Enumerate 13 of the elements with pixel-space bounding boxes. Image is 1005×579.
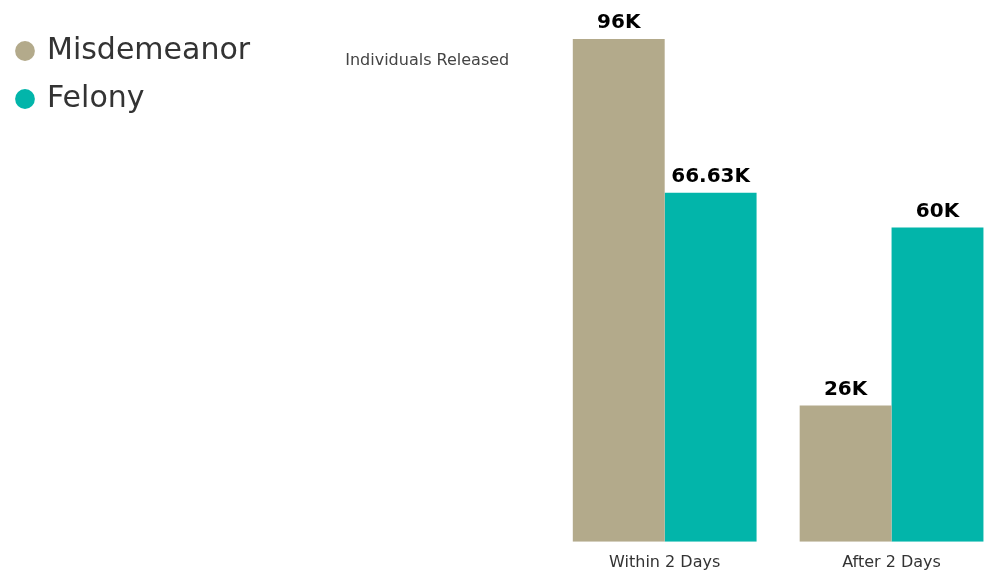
data-label: 66.63K xyxy=(671,163,752,187)
data-label: 60K xyxy=(915,197,961,222)
bar xyxy=(664,192,757,542)
y-axis-title: Individuals Released xyxy=(345,50,510,70)
x-tick-label: After 2 Days xyxy=(842,551,941,571)
bar xyxy=(891,227,984,542)
data-label: 96K xyxy=(597,9,642,34)
legend-label: Misdemeanor xyxy=(47,30,251,66)
legend-label: Felony xyxy=(47,78,145,114)
data-label: 26K xyxy=(823,375,869,400)
bar xyxy=(799,405,892,542)
bar xyxy=(572,38,665,542)
x-tick-label: Within 2 Days xyxy=(609,551,721,571)
